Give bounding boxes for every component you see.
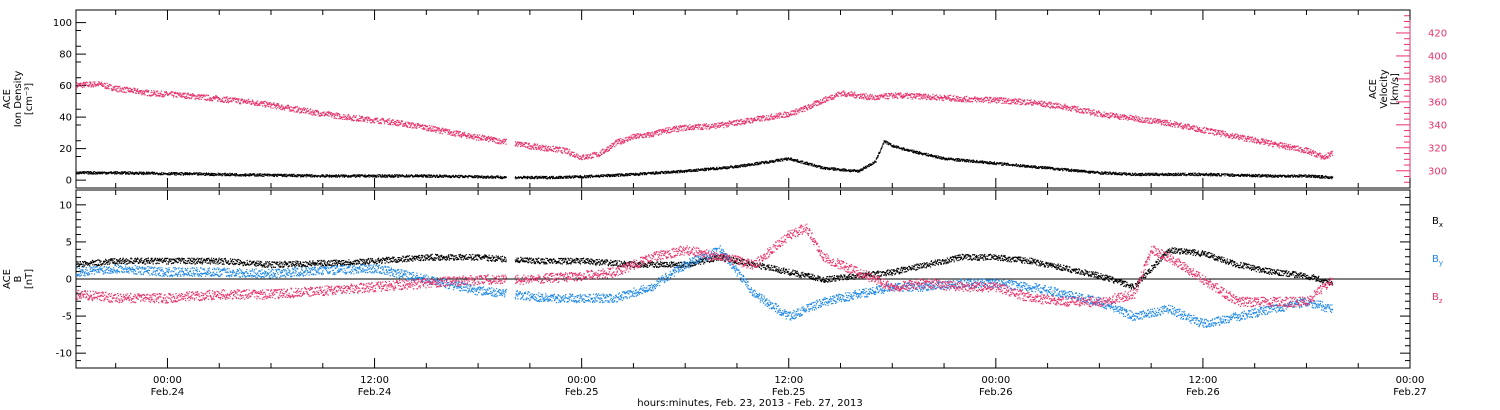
density-tick-label: 80 — [59, 50, 72, 61]
x-tick-date-label: Feb.25 — [565, 387, 599, 398]
x-tick-time-label: 00:00 — [567, 375, 596, 386]
field-tick-label: 0 — [66, 275, 72, 286]
velocity-tick-label: 420 — [1428, 28, 1447, 39]
x-axis-label: hours:minutes, Feb. 23, 2013 - Feb. 27, … — [637, 398, 862, 409]
field-tick-label: 10 — [59, 200, 72, 211]
field-axis-label-line: B — [13, 275, 24, 282]
x-tick-date-label: Feb.26 — [1186, 387, 1220, 398]
velocity-axis-label-line: [km/s] — [1390, 73, 1401, 105]
x-axis: 00:00Feb.2412:00Feb.2400:00Feb.2512:00Fe… — [115, 10, 1427, 398]
bottom-panel: 10 5 0 -5 -10 ACE B [nT] Bx By Bz — [2, 189, 1443, 369]
velocity-tick-label: 380 — [1428, 74, 1447, 85]
field-series-bx-points — [76, 247, 1334, 290]
field-tick-label: -5 — [62, 312, 72, 323]
field-series-bx — [76, 247, 1334, 290]
field-legend: Bx By Bz — [1432, 216, 1443, 305]
density-axis-label: ACE Ion Density [cm⁻³] — [2, 71, 35, 128]
density-axis-label-line: Ion Density — [13, 71, 24, 128]
top-panel-frame — [75, 9, 1411, 189]
velocity-axis-label-line: Velocity — [1379, 69, 1390, 108]
field-series-bz-points — [76, 223, 1334, 308]
field-tick-label: -10 — [56, 349, 72, 360]
x-tick-time-label: 00:00 — [1396, 375, 1425, 386]
x-tick-time-label: 00:00 — [981, 375, 1010, 386]
density-axis-label-line: ACE — [2, 89, 13, 109]
legend-entry-by: By — [1432, 254, 1443, 267]
field-y-ticks: 10 5 0 -5 -10 — [56, 196, 1410, 362]
x-tick-date-label: Feb.26 — [979, 387, 1013, 398]
field-axis-label-line: ACE — [2, 269, 13, 289]
legend-entry-bz: Bz — [1432, 292, 1443, 305]
velocity-series-points — [76, 81, 1334, 161]
field-axis-label-line: [nT] — [24, 269, 35, 289]
x-tick-date-label: Feb.25 — [772, 387, 806, 398]
x-tick-time-label: 00:00 — [153, 375, 182, 386]
field-series-bz — [76, 223, 1334, 308]
velocity-tick-label: 360 — [1428, 97, 1447, 108]
velocity-tick-label: 300 — [1428, 166, 1447, 177]
density-series-points — [76, 140, 1334, 180]
velocity-axis-label-line: ACE — [1368, 79, 1379, 99]
field-tick-label: 5 — [66, 237, 72, 248]
density-tick-label: 100 — [53, 18, 72, 29]
x-tick-time-label: 12:00 — [774, 375, 803, 386]
x-tick-time-label: 12:00 — [1188, 375, 1217, 386]
velocity-tick-label: 320 — [1428, 143, 1447, 154]
density-tick-label: 0 — [66, 176, 72, 187]
velocity-tick-label: 400 — [1428, 51, 1447, 62]
x-tick-date-label: Feb.24 — [151, 387, 185, 398]
density-y-ticks: 0 20 40 60 80 100 — [53, 18, 86, 187]
density-tick-label: 20 — [59, 144, 72, 155]
velocity-y-ticks: 300 320 340 360 380 400 420 — [1396, 10, 1447, 188]
velocity-series — [76, 81, 1334, 161]
density-series — [76, 140, 1334, 180]
density-axis-label-line: [cm⁻³] — [24, 83, 35, 115]
x-tick-date-label: Feb.24 — [358, 387, 392, 398]
velocity-tick-label: 340 — [1428, 120, 1447, 131]
velocity-axis-label: ACE Velocity [km/s] — [1368, 69, 1401, 108]
field-axis-label: ACE B [nT] — [2, 269, 35, 289]
x-tick-time-label: 12:00 — [360, 375, 389, 386]
density-tick-label: 40 — [59, 113, 72, 124]
x-tick-date-label: Feb.27 — [1393, 387, 1427, 398]
legend-entry-bx: Bx — [1432, 216, 1443, 229]
density-tick-label: 60 — [59, 81, 72, 92]
